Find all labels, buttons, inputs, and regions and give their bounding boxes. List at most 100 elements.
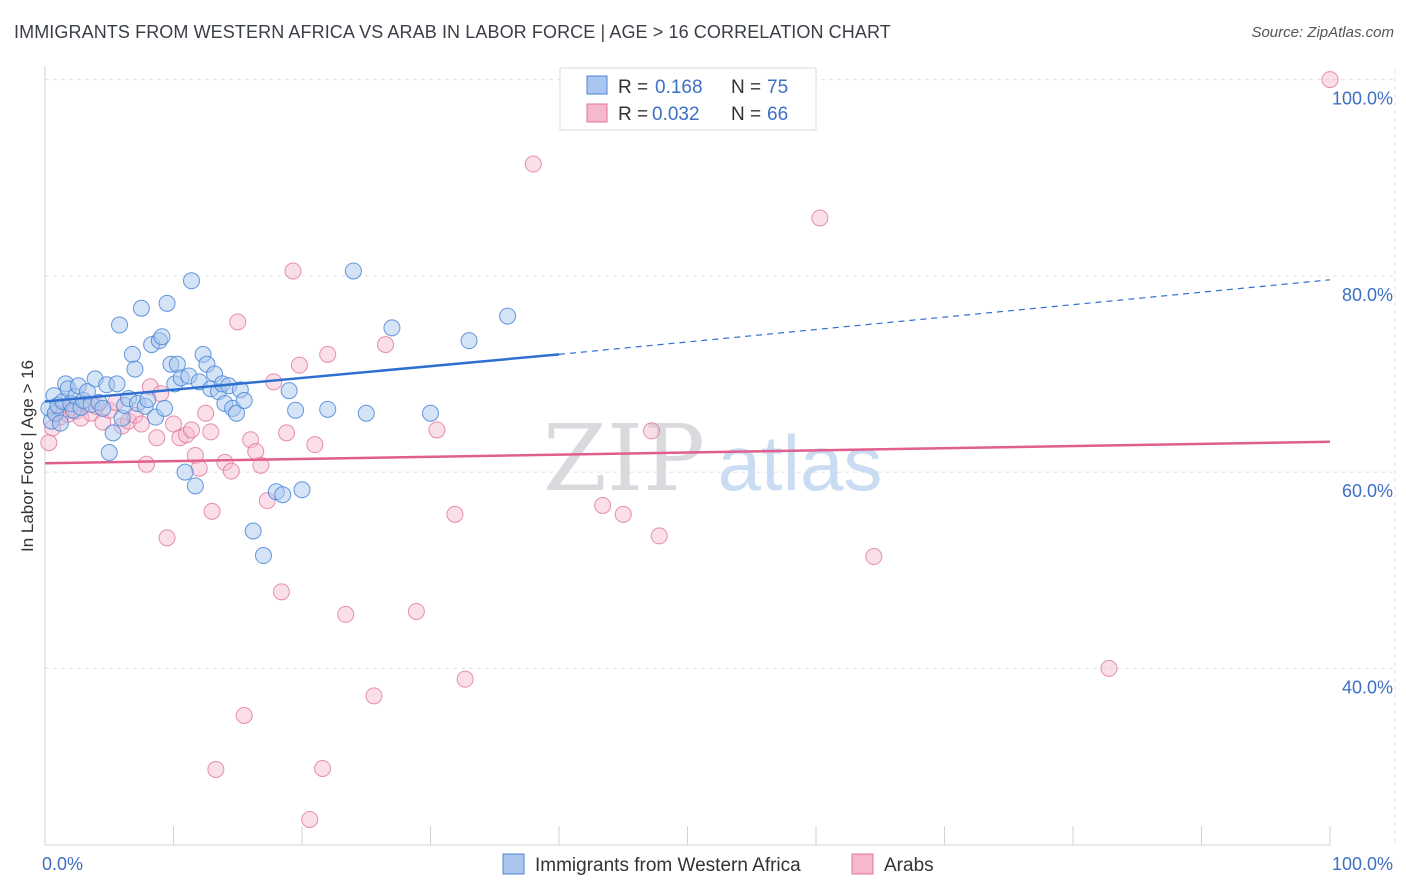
data-point-western-africa — [499, 307, 517, 325]
trend-line-western-africa-extension — [558, 279, 1331, 355]
data-point-arabs — [197, 404, 215, 422]
trend-line-western-africa — [44, 353, 560, 403]
data-point-western-africa — [108, 375, 126, 393]
data-point-western-africa — [227, 404, 245, 422]
data-point-western-africa — [126, 360, 144, 378]
data-point-western-africa — [186, 477, 204, 495]
data-point-western-africa — [94, 399, 112, 417]
legend-r-label-1: R = — [618, 77, 648, 98]
legend-n-label-1: N = — [731, 77, 761, 98]
legend-r-label-2: R = — [618, 104, 648, 125]
data-point-arabs — [614, 505, 632, 523]
data-point-arabs — [306, 436, 324, 454]
data-point-arabs — [456, 670, 474, 688]
y-tick-label: 40.0% — [1342, 677, 1393, 697]
legend-swatch-pink — [586, 103, 608, 123]
data-point-western-africa — [132, 299, 150, 317]
data-point-arabs — [278, 424, 296, 442]
data-point-arabs — [365, 687, 383, 705]
data-point-arabs — [428, 421, 446, 439]
legend-stats: R = 0.168 N = 75 R = 0.032 N = 66 — [559, 67, 817, 131]
data-point-western-africa — [422, 404, 439, 422]
data-point-arabs — [865, 548, 883, 566]
legend-n-value-1: 75 — [767, 77, 788, 98]
data-point-arabs — [190, 459, 208, 477]
legend-r-value-2: 0.032 — [652, 104, 700, 125]
data-point-western-africa — [357, 404, 375, 422]
legend-item-arabs: Arabs — [884, 855, 934, 876]
x-tick-label-min: 0.0% — [42, 854, 83, 874]
data-point-western-africa — [274, 486, 292, 504]
series-western-africa-points — [40, 262, 517, 565]
data-point-western-africa — [111, 316, 129, 334]
data-point-western-africa — [235, 391, 253, 409]
data-point-arabs — [337, 605, 355, 623]
data-point-western-africa — [244, 522, 262, 540]
data-point-arabs — [446, 505, 464, 523]
data-point-western-africa — [51, 414, 69, 432]
data-point-arabs — [643, 422, 661, 440]
y-axis-label: In Labor Force | Age > 16 — [18, 360, 37, 552]
data-point-arabs — [182, 421, 200, 439]
chart-title: IMMIGRANTS FROM WESTERN AFRICA VS ARAB I… — [14, 22, 891, 42]
data-point-arabs — [235, 706, 253, 724]
data-point-western-africa — [158, 294, 176, 312]
data-point-western-africa — [104, 424, 122, 442]
watermark-zip: ZIP — [543, 405, 705, 512]
source-note: Source: ZipAtlas.com — [1251, 24, 1394, 41]
data-point-western-africa — [344, 262, 362, 280]
data-point-arabs — [650, 527, 668, 545]
data-point-arabs — [202, 423, 220, 441]
legend-series: Immigrants from Western Africa Arabs — [502, 853, 934, 876]
data-point-western-africa — [287, 401, 305, 419]
data-point-western-africa — [182, 272, 200, 290]
data-point-arabs — [177, 426, 195, 444]
x-tick-labels: 0.0% 100.0% — [42, 854, 1393, 874]
y-tick-label: 80.0% — [1342, 285, 1393, 305]
data-point-western-africa — [293, 481, 311, 499]
data-point-arabs — [284, 262, 302, 280]
data-point-western-africa — [280, 382, 298, 400]
legend-swatch-blue — [586, 75, 608, 95]
data-point-arabs — [407, 602, 425, 620]
data-point-arabs — [524, 155, 542, 173]
data-point-arabs — [40, 434, 58, 452]
data-point-arabs — [301, 810, 319, 828]
data-point-arabs — [1321, 71, 1339, 89]
data-point-arabs — [132, 415, 150, 433]
data-point-arabs — [272, 583, 290, 601]
data-point-arabs — [165, 415, 182, 433]
legend-n-value-2: 66 — [767, 104, 788, 125]
data-point-western-africa — [254, 547, 272, 565]
data-point-arabs — [222, 462, 240, 480]
data-point-arabs — [203, 502, 221, 520]
data-point-western-africa — [123, 345, 141, 363]
data-point-arabs — [314, 759, 332, 777]
legend-n-label-2: N = — [731, 104, 761, 125]
data-point-arabs — [252, 456, 270, 474]
data-point-arabs — [1100, 659, 1118, 677]
data-point-arabs — [148, 429, 166, 447]
watermark-atlas: atlas — [718, 419, 883, 507]
data-point-arabs — [138, 455, 156, 473]
data-point-western-africa — [460, 332, 478, 350]
y-tick-labels: 40.0% 60.0% 80.0% 100.0% — [1332, 89, 1393, 698]
legend-item-arabs-swatch — [851, 853, 874, 875]
y-tick-label: 60.0% — [1342, 481, 1393, 501]
data-point-arabs — [811, 209, 829, 227]
legend-item-western-africa: Immigrants from Western Africa — [535, 855, 801, 876]
data-point-western-africa — [156, 399, 174, 417]
legend-item-western-africa-swatch — [502, 853, 525, 875]
data-point-arabs — [290, 356, 308, 374]
legend-r-value-1: 0.168 — [655, 77, 703, 98]
data-point-western-africa — [383, 319, 401, 337]
x-tick-label-max: 100.0% — [1332, 854, 1393, 874]
trend-lines — [44, 279, 1331, 465]
data-point-western-africa — [139, 391, 157, 409]
data-point-western-africa — [153, 328, 171, 346]
watermark: ZIP atlas — [543, 405, 882, 512]
y-tick-label: 100.0% — [1332, 89, 1393, 109]
data-point-arabs — [158, 529, 176, 547]
data-point-arabs — [229, 313, 247, 331]
